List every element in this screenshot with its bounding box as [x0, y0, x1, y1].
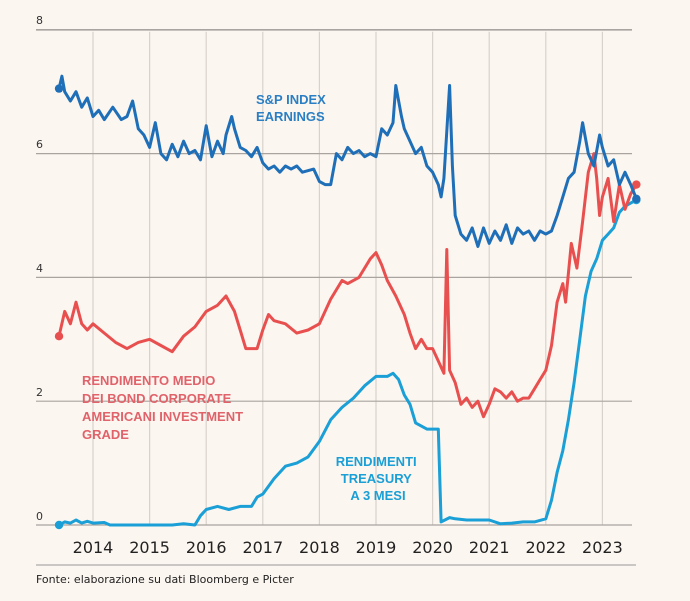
- x-tick-label: 2018: [299, 538, 340, 557]
- series-line-sp-earnings: [57, 74, 638, 248]
- x-tick-label: 2017: [242, 538, 283, 557]
- label-line: EARNINGS: [256, 109, 325, 124]
- end-dot-sp-earnings: [632, 194, 641, 203]
- horizontal-gridlines: [36, 28, 632, 526]
- x-axis-ticks: 2014 2015 2016 2017 2018 2019 2020 2021 …: [73, 538, 623, 557]
- x-tick-label: 2022: [525, 538, 566, 557]
- y-axis-ticks: 0 2 4 6 8: [36, 14, 43, 523]
- x-tick-label: 2023: [582, 538, 623, 557]
- label-corporate-bond: RENDIMENTO MEDIO DEI BOND CORPORATE AMER…: [82, 373, 247, 442]
- label-sp-earnings: S&P INDEX EARNINGS: [256, 92, 329, 124]
- series-line-corporate-bond-yield: [57, 152, 638, 419]
- label-line: AMERICANI INVESTMENT: [82, 409, 243, 424]
- series-group: [54, 74, 641, 530]
- x-tick-label: 2015: [129, 538, 170, 557]
- y-tick-label: 4: [36, 262, 43, 275]
- y-tick-label: 0: [36, 510, 43, 523]
- series-labels: S&P INDEX EARNINGS RENDIMENTO MEDIO DEI …: [82, 92, 421, 503]
- end-dot-corporate-bond-yield: [632, 180, 641, 189]
- source-note: Fonte: elaborazione su dati Bloomberg e …: [36, 573, 294, 586]
- y-tick-label: 6: [36, 138, 43, 151]
- y-tick-label: 2: [36, 386, 43, 399]
- label-treasury: RENDIMENTI TREASURY A 3 MESI: [336, 454, 421, 503]
- label-line: A 3 MESI: [350, 488, 405, 503]
- label-line: RENDIMENTO MEDIO: [82, 373, 215, 388]
- start-dot-sp-earnings: [54, 84, 64, 93]
- x-tick-label: 2016: [186, 538, 227, 557]
- x-tick-label: 2020: [412, 538, 453, 557]
- label-line: RENDIMENTI: [336, 454, 417, 469]
- start-dot-treasury-3m-yield: [54, 520, 64, 530]
- vertical-gridlines: [92, 31, 604, 525]
- x-tick-label: 2019: [356, 538, 397, 557]
- series-line-treasury-3m-yield: [58, 198, 638, 527]
- x-tick-label: 2014: [73, 538, 114, 557]
- x-tick-label: 2021: [469, 538, 510, 557]
- start-dot-corporate-bond-yield: [54, 332, 64, 341]
- label-line: GRADE: [82, 427, 129, 442]
- label-line: DEI BOND CORPORATE: [82, 391, 232, 406]
- y-tick-label: 8: [36, 14, 43, 27]
- label-line: TREASURY: [341, 471, 412, 486]
- label-line: S&P INDEX: [256, 92, 326, 107]
